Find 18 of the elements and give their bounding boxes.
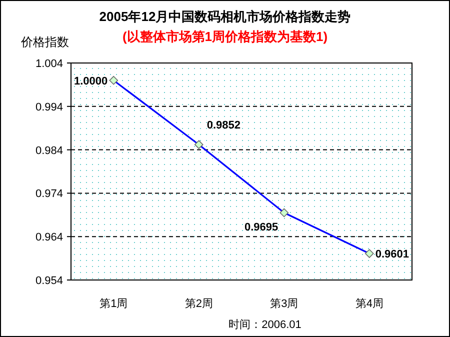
text: 1.004 [35, 58, 63, 70]
text: 时间：2006.01 [228, 318, 302, 331]
text: 0.994 [35, 101, 63, 114]
data-label: 0.9852 [206, 120, 241, 132]
x-tick-label: 第2周 [184, 298, 213, 310]
text: 0.964 [35, 232, 63, 244]
text: 0.954 [35, 275, 63, 287]
data-label: 1.0000 [74, 75, 108, 88]
x-tick-label: 第3周 [270, 298, 298, 310]
chart-title: 2005年12月中国数码相机市场价格指数走势 [99, 9, 351, 24]
data-label: 0.9601 [375, 248, 410, 261]
text: 0.974 [35, 188, 63, 200]
text: 0.984 [35, 144, 63, 157]
x-tick-label: 第1周 [100, 298, 128, 310]
x-tick-label: 第4周 [355, 298, 384, 310]
chart-subtitle: (以整体市场第1周价格指数为基数1) [122, 29, 328, 44]
data-label: 0.9695 [244, 222, 278, 234]
y-axis-title: 价格指数 [20, 35, 69, 49]
